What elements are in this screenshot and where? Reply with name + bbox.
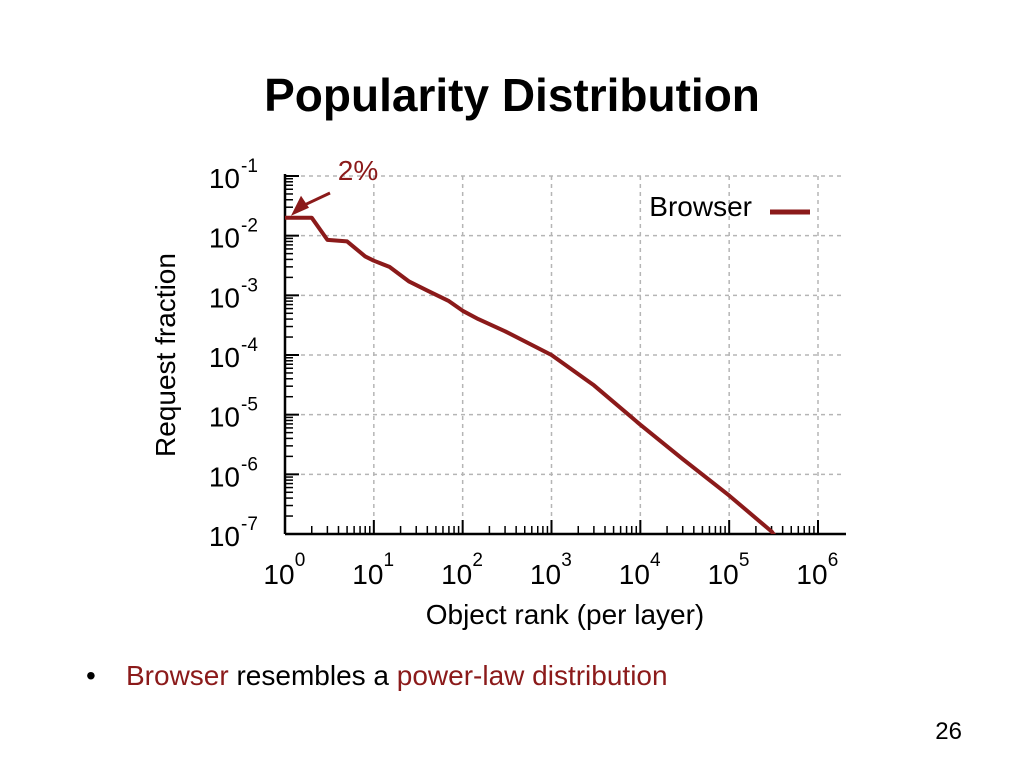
y-tick-label: 10 <box>209 461 240 492</box>
chart-series <box>285 215 776 534</box>
x-tick-label: 10 <box>352 559 383 590</box>
bullet-dot: • <box>86 660 96 691</box>
y-tick-label: 10 <box>209 223 240 254</box>
y-tick-exponent: -2 <box>241 216 258 237</box>
annotation-label: 2% <box>338 155 378 186</box>
x-tick-exponent: 5 <box>739 550 750 571</box>
annotation-arrow-head <box>291 195 309 216</box>
legend-label: Browser <box>649 191 752 222</box>
y-tick-exponent: -3 <box>241 275 258 296</box>
chart-legend: Browser <box>649 191 810 222</box>
y-tick-label: 10 <box>209 342 240 373</box>
y-tick-exponent: -5 <box>241 395 258 416</box>
chart-axes <box>283 174 846 536</box>
slide-title: Popularity Distribution <box>264 69 760 121</box>
x-tick-labels: 10 0 10 1 10 2 10 3 10 4 10 5 10 6 <box>263 550 838 590</box>
x-tick-exponent: 2 <box>472 550 483 571</box>
y-tick-label: 10 <box>209 521 240 552</box>
series-line-browser <box>285 215 776 534</box>
y-tick-labels: 10-110-210-310-410-510-610-7 <box>209 156 258 552</box>
bullet-point: • Browser resembles a power-law distribut… <box>86 660 668 692</box>
x-tick-exponent: 0 <box>295 550 306 571</box>
x-tick-label: 10 <box>441 559 472 590</box>
x-tick-label: 10 <box>530 559 561 590</box>
bullet-term-browser: Browser <box>126 660 229 691</box>
y-tick-label: 10 <box>209 402 240 433</box>
x-tick-exponent: 3 <box>561 550 572 571</box>
y-axis-label: Request fraction <box>150 253 181 457</box>
annotation-arrow-shaft <box>302 191 331 208</box>
y-tick-label: 10 <box>209 163 240 194</box>
x-tick-label: 10 <box>796 559 827 590</box>
chart-grid <box>285 175 843 534</box>
x-axis-label: Object rank (per layer) <box>426 599 705 630</box>
x-tick-label: 10 <box>619 559 650 590</box>
y-tick-exponent: -4 <box>241 335 258 356</box>
x-tick-exponent: 6 <box>828 550 839 571</box>
x-tick-label: 10 <box>263 559 294 590</box>
y-tick-label: 10 <box>209 282 240 313</box>
x-tick-exponent: 1 <box>384 550 395 571</box>
y-tick-exponent: -7 <box>241 514 258 535</box>
chart-annotations: 2% <box>291 155 378 216</box>
bullet-text: resembles a <box>228 660 397 691</box>
y-tick-exponent: -6 <box>241 454 258 475</box>
x-tick-label: 10 <box>708 559 739 590</box>
bullet-term-power-law: power-law distribution <box>396 660 668 691</box>
x-tick-exponent: 4 <box>650 550 661 571</box>
page-number: 26 <box>935 718 962 745</box>
y-tick-exponent: -1 <box>241 156 258 177</box>
